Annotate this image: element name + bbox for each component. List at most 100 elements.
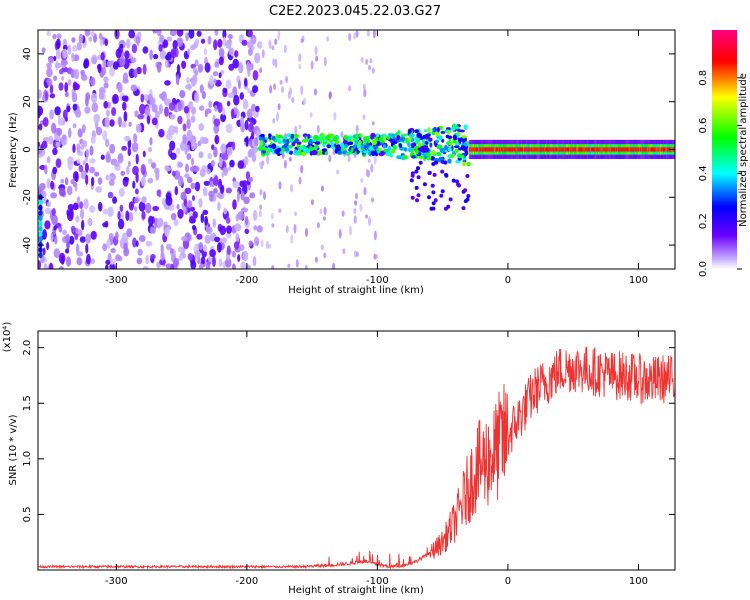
heatmap-cell bbox=[283, 44, 287, 53]
heatmap-cell bbox=[85, 243, 89, 254]
heatmap-cell bbox=[185, 32, 190, 41]
heatmap-cell bbox=[316, 222, 320, 229]
heatmap-cell bbox=[444, 144, 448, 151]
heatmap-cell bbox=[300, 38, 304, 43]
heatmap-cell bbox=[64, 177, 69, 186]
heatmap-cell bbox=[244, 228, 250, 235]
heatmap-cell bbox=[62, 229, 67, 235]
heatmap-cell bbox=[203, 180, 211, 186]
heatmap-cell bbox=[392, 144, 397, 150]
heatmap-cell bbox=[223, 207, 228, 215]
heatmap-cell bbox=[418, 155, 424, 160]
heatmap-cell bbox=[265, 150, 271, 154]
heatmap-cell bbox=[211, 144, 215, 151]
heatmap-cell bbox=[141, 211, 146, 220]
heatmap-cell bbox=[414, 185, 419, 190]
heatmap-cell bbox=[278, 208, 282, 213]
heatmap-cell bbox=[277, 134, 283, 139]
heatmap-cell bbox=[52, 34, 57, 40]
heatmap-cell bbox=[121, 95, 129, 102]
heatmap-cell bbox=[200, 213, 205, 224]
heatmap-cell bbox=[83, 198, 89, 210]
heatmap-cell bbox=[360, 177, 364, 183]
heatmap-cell bbox=[416, 193, 421, 198]
heatmap-cell bbox=[70, 225, 76, 233]
heatmap-cell bbox=[120, 121, 127, 128]
heatmap-cell bbox=[38, 199, 43, 206]
heatmap-cell bbox=[213, 78, 217, 84]
heatmap-cell bbox=[218, 72, 222, 79]
heatmap-cell bbox=[321, 148, 328, 152]
heatmap-cell bbox=[112, 196, 118, 204]
heatmap-cell bbox=[72, 45, 78, 52]
heatmap-cell bbox=[132, 237, 137, 248]
heatmap-cell bbox=[213, 118, 221, 127]
heatmap-cell bbox=[72, 81, 78, 91]
heatmap-cell bbox=[98, 32, 103, 40]
heatmap-cell bbox=[56, 33, 62, 39]
heatmap-cell bbox=[209, 249, 217, 258]
heatmap-cell bbox=[261, 160, 265, 166]
heatmap-cell bbox=[176, 37, 184, 47]
heatmap-cell bbox=[448, 197, 453, 202]
heatmap-cell bbox=[241, 39, 248, 46]
heatmap-cell bbox=[390, 148, 396, 154]
heatmap-cell bbox=[49, 109, 54, 120]
heatmap-cell bbox=[48, 262, 54, 269]
heatmap-cell bbox=[102, 222, 108, 228]
heatmap-cell bbox=[362, 83, 366, 91]
heatmap-cell bbox=[77, 128, 83, 138]
heatmap-cell bbox=[325, 134, 331, 141]
heatmap-cell bbox=[300, 165, 304, 174]
heatmap-cell bbox=[165, 57, 169, 69]
heatmap-cell bbox=[232, 199, 237, 210]
heatmap-cell bbox=[177, 115, 183, 125]
heatmap-cell bbox=[310, 60, 314, 70]
heatmap-cell bbox=[309, 145, 313, 152]
heatmap-cell bbox=[249, 119, 253, 131]
heatmap-cell bbox=[69, 235, 75, 245]
heatmap-cell bbox=[263, 191, 266, 201]
heatmap-cell bbox=[156, 189, 161, 197]
heatmap-cell bbox=[328, 154, 332, 163]
heatmap-cell bbox=[146, 115, 151, 125]
heatmap-cell bbox=[84, 162, 89, 173]
heatmap-cell bbox=[155, 110, 160, 119]
heatmap-cell bbox=[244, 78, 248, 87]
heatmap-cell bbox=[128, 121, 132, 127]
heatmap-cell bbox=[142, 150, 146, 158]
heatmap-cell bbox=[284, 147, 290, 152]
heatmap-cell bbox=[268, 243, 272, 249]
heatmap-cell bbox=[252, 85, 259, 94]
heatmap-cell bbox=[222, 30, 227, 40]
heatmap-cell bbox=[417, 142, 422, 147]
heatmap-cell bbox=[447, 147, 452, 152]
heatmap-cell bbox=[231, 250, 236, 258]
heatmap-cell bbox=[38, 220, 43, 227]
heatmap-cell bbox=[427, 170, 432, 175]
heatmap-cell bbox=[276, 112, 279, 122]
heatmap-cell bbox=[184, 173, 190, 179]
heatmap-cell bbox=[221, 107, 226, 116]
heatmap-cell bbox=[108, 232, 114, 240]
heatmap-cell bbox=[165, 195, 173, 206]
heatmap-cell bbox=[198, 151, 204, 159]
heatmap-cell bbox=[85, 174, 89, 186]
heatmap-cell bbox=[107, 101, 112, 109]
heatmap-cell bbox=[217, 38, 223, 48]
heatmap-cell bbox=[169, 30, 177, 37]
heatmap-cell bbox=[78, 164, 84, 173]
heatmap-cell bbox=[248, 47, 253, 57]
heatmap-cell bbox=[107, 175, 112, 181]
heatmap-cell bbox=[376, 141, 381, 146]
heatmap-cell bbox=[320, 244, 324, 251]
heatmap-cell bbox=[68, 127, 72, 139]
heatmap-cell bbox=[226, 146, 233, 156]
heatmap-cell bbox=[440, 169, 445, 174]
heatmap-cell bbox=[287, 90, 291, 100]
heatmap-cell bbox=[437, 135, 443, 141]
heatmap-cell bbox=[355, 133, 359, 140]
heatmap-cell bbox=[56, 127, 63, 136]
heatmap-cell bbox=[199, 168, 206, 178]
heatmap-cell bbox=[350, 147, 354, 153]
